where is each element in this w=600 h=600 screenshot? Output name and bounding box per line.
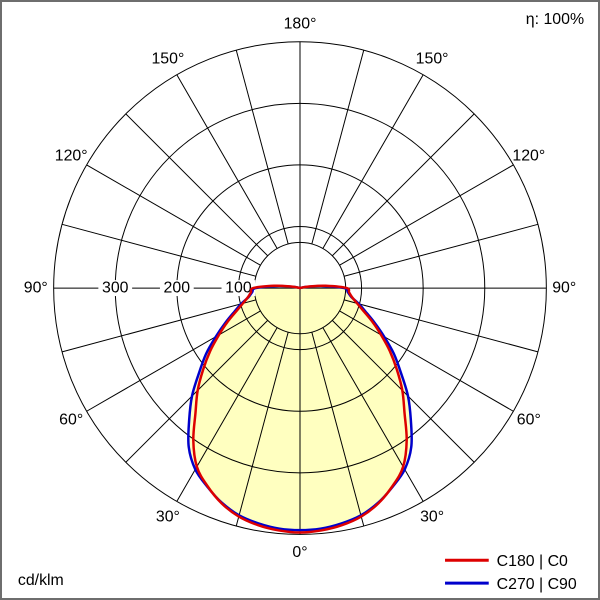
radial-tick-label-300: 300 — [102, 280, 129, 297]
polar-spoke-30 — [322, 327, 424, 502]
polar-spoke-15 — [311, 332, 365, 527]
polar-spoke-60 — [339, 310, 514, 412]
radial-tick-label-200: 200 — [164, 280, 191, 297]
polar-spoke-135 — [331, 113, 475, 257]
angle-label-30-left: 30° — [156, 508, 180, 525]
angle-label-60-left: 60° — [59, 412, 83, 429]
polar-spoke-210 — [176, 74, 278, 249]
angle-label-0: 0° — [292, 544, 307, 561]
radial-tick-label-100: 100 — [225, 280, 252, 297]
angle-label-180: 180° — [284, 15, 317, 32]
angle-label-150-left: 150° — [151, 51, 184, 68]
radial-tick-knockout — [98, 280, 133, 297]
polar-spoke-255 — [61, 223, 256, 277]
angle-label-150-right: 150° — [416, 51, 449, 68]
angle-label-120-right: 120° — [512, 147, 545, 164]
polar-spoke-300 — [86, 310, 261, 412]
angle-label-120-left: 120° — [55, 147, 88, 164]
distribution-curve-c0-c180 — [192, 284, 408, 534]
radial-tick-knockout — [159, 280, 194, 297]
polar-spoke-225 — [125, 113, 269, 257]
polar-spoke-285 — [61, 299, 256, 353]
angle-label-90-right: 90° — [552, 280, 576, 297]
polar-spoke-345 — [235, 332, 289, 527]
polar-spoke-330 — [176, 327, 278, 502]
angle-label-90-left: 90° — [24, 280, 48, 297]
legend: C180 | C0 C270 | C90 — [445, 553, 577, 593]
legend-label-c90-c270: C270 | C90 — [497, 576, 577, 593]
polar-spoke-150 — [322, 74, 424, 249]
polar-spoke-75 — [344, 299, 539, 353]
radial-tick-knockout — [221, 280, 256, 297]
angle-label-60-right: 60° — [517, 412, 541, 429]
curve-layer — [187, 284, 413, 534]
label-layer: 100 200 300 0° 30° 30° 60° 60° 90° 90° 120° 120° 150… — [24, 15, 576, 560]
unit-label: cd/klm — [18, 572, 64, 589]
angle-label-30-right: 30° — [420, 508, 444, 525]
polar-spoke-195 — [235, 49, 289, 245]
legend-label-c0-c180: C180 | C0 — [497, 553, 568, 570]
polar-spoke-165 — [311, 49, 365, 245]
polar-spoke-120 — [339, 164, 514, 266]
efficiency-label: η: 100% — [526, 11, 584, 28]
polar-spoke-240 — [86, 164, 261, 266]
polar-spoke-105 — [344, 223, 539, 277]
